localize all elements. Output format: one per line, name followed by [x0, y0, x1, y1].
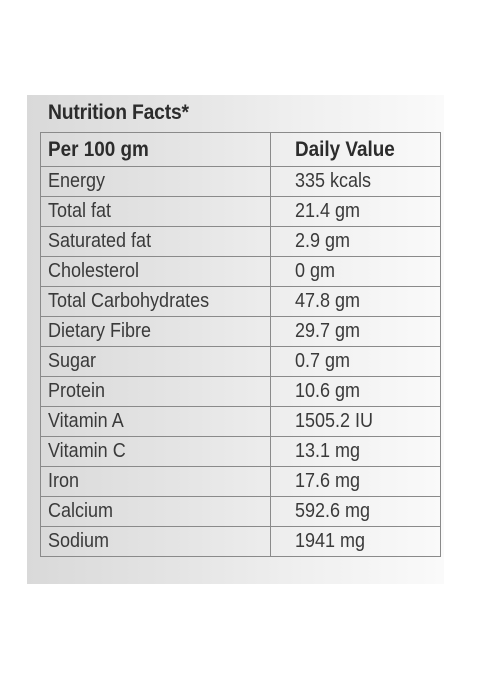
nutrition-table: Per 100 gm Daily Value Energy 335 kcals …: [40, 132, 441, 557]
nutrient-name: Protein: [40, 376, 271, 407]
nutrient-value: 13.1 mg: [270, 436, 441, 467]
nutrient-value: 17.6 mg: [270, 466, 441, 497]
column-header-per-100-gm: Per 100 gm: [40, 132, 271, 167]
table-row: Dietary Fibre 29.7 gm: [40, 316, 441, 347]
table-row: Vitamin A 1505.2 IU: [40, 406, 441, 437]
nutrient-name: Energy: [40, 166, 271, 197]
table-row: Protein 10.6 gm: [40, 376, 441, 407]
nutrient-name: Saturated fat: [40, 226, 271, 257]
table-row: Calcium 592.6 mg: [40, 496, 441, 527]
table-row: Total fat 21.4 gm: [40, 196, 441, 227]
table-row: Energy 335 kcals: [40, 166, 441, 197]
nutrient-name: Cholesterol: [40, 256, 271, 287]
nutrient-name: Vitamin A: [40, 406, 271, 437]
table-row: Total Carbohydrates 47.8 gm: [40, 286, 441, 317]
table-row: Cholesterol 0 gm: [40, 256, 441, 287]
nutrient-value: 1941 mg: [270, 526, 441, 557]
nutrient-value: 335 kcals: [270, 166, 441, 197]
nutrient-name: Iron: [40, 466, 271, 497]
column-header-daily-value: Daily Value: [270, 132, 441, 167]
table-row: Sodium 1941 mg: [40, 526, 441, 557]
nutrient-value: 0 gm: [270, 256, 441, 287]
nutrient-name: Dietary Fibre: [40, 316, 271, 347]
table-row: Iron 17.6 mg: [40, 466, 441, 497]
nutrient-name: Vitamin C: [40, 436, 271, 467]
nutrition-facts-panel: Nutrition Facts* Per 100 gm Daily Value …: [27, 95, 444, 584]
nutrient-value: 10.6 gm: [270, 376, 441, 407]
nutrient-value: 29.7 gm: [270, 316, 441, 347]
nutrient-value: 0.7 gm: [270, 346, 441, 377]
nutrient-value: 592.6 mg: [270, 496, 441, 527]
nutrient-value: 2.9 gm: [270, 226, 441, 257]
nutrient-name: Sodium: [40, 526, 271, 557]
nutrient-value: 1505.2 IU: [270, 406, 441, 437]
table-row: Saturated fat 2.9 gm: [40, 226, 441, 257]
table-header-row: Per 100 gm Daily Value: [40, 132, 441, 167]
table-row: Sugar 0.7 gm: [40, 346, 441, 377]
nutrition-facts-title: Nutrition Facts*: [48, 101, 189, 124]
nutrient-value: 47.8 gm: [270, 286, 441, 317]
table-row: Vitamin C 13.1 mg: [40, 436, 441, 467]
nutrient-value: 21.4 gm: [270, 196, 441, 227]
nutrient-name: Total Carbohydrates: [40, 286, 271, 317]
nutrient-name: Sugar: [40, 346, 271, 377]
nutrient-name: Total fat: [40, 196, 271, 227]
nutrient-name: Calcium: [40, 496, 271, 527]
